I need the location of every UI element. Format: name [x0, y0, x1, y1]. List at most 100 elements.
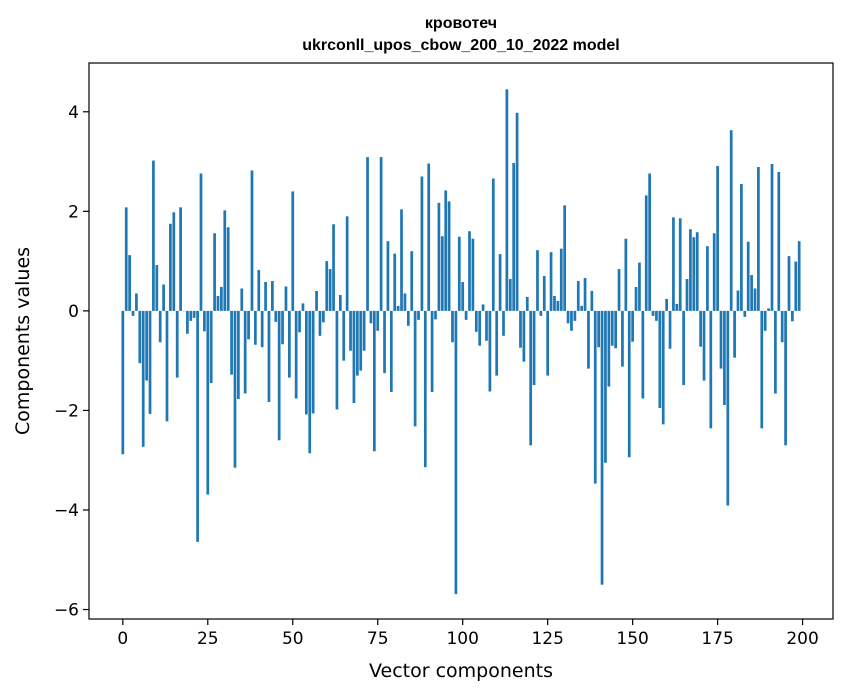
bar: [597, 310, 601, 348]
bar: [522, 310, 526, 362]
bar: [743, 310, 747, 317]
bar: [668, 310, 672, 349]
x-axis-label: Vector components: [369, 660, 553, 682]
bar: [624, 238, 628, 311]
bar: [600, 310, 604, 585]
x-tick-label: 150: [616, 629, 648, 649]
bar: [644, 195, 648, 311]
bar: [590, 290, 594, 311]
bar: [403, 293, 407, 311]
y-tick-label: −4: [54, 501, 79, 521]
bar: [169, 223, 172, 311]
bar: [780, 310, 784, 343]
bar: [284, 286, 288, 311]
bar: [135, 293, 138, 311]
bar: [226, 227, 230, 311]
bar: [400, 209, 403, 311]
bar: [505, 89, 509, 311]
bar: [267, 310, 271, 402]
x-tick-label: 200: [786, 629, 818, 649]
bar: [675, 303, 679, 311]
bar: [709, 310, 713, 429]
bar: [689, 229, 692, 311]
bar: [434, 310, 437, 320]
bar: [634, 286, 638, 311]
bar: [328, 269, 332, 311]
bar: [750, 275, 753, 311]
bar: [706, 246, 709, 311]
bar: [304, 310, 308, 415]
bar: [131, 310, 135, 316]
bar: [417, 310, 420, 320]
bar: [128, 255, 131, 311]
bar: [604, 310, 607, 463]
bar: [315, 290, 318, 311]
bar: [294, 310, 298, 399]
bar: [206, 310, 210, 495]
bar: [335, 310, 339, 410]
bar: [468, 231, 471, 311]
bar: [471, 238, 475, 311]
bar: [549, 252, 553, 311]
bar: [247, 310, 250, 340]
bar: [485, 310, 488, 341]
x-tick-label: 175: [701, 629, 733, 649]
bar: [145, 310, 148, 381]
y-tick-label: 4: [68, 103, 79, 123]
bar: [573, 310, 577, 321]
y-axis-ticks: −6 −4 −2 0 2 4: [54, 103, 89, 621]
bar: [672, 217, 675, 311]
bar: [264, 282, 267, 311]
bar: [203, 310, 206, 332]
bar: [274, 310, 278, 322]
bar: [631, 310, 634, 342]
bar: [179, 207, 182, 311]
bar: [121, 310, 125, 455]
bar: [386, 241, 390, 311]
bar: [260, 310, 264, 348]
bar: [254, 310, 257, 345]
bar: [695, 232, 699, 311]
bar: [712, 233, 716, 311]
bar: [461, 282, 465, 311]
bar: [777, 172, 781, 311]
bar: [376, 310, 380, 331]
bar: [760, 310, 764, 429]
bar: [301, 303, 305, 311]
bar: [196, 310, 199, 542]
bar: [638, 262, 641, 311]
bar: [716, 166, 719, 311]
bar: [621, 310, 624, 367]
bar: [763, 310, 767, 331]
x-tick-label: 75: [367, 629, 389, 649]
bar: [379, 157, 383, 311]
bar: [746, 241, 750, 311]
bar: [383, 310, 386, 374]
bar: [532, 310, 536, 386]
bar: [355, 310, 359, 376]
x-tick-label: 50: [282, 629, 304, 649]
bar: [576, 281, 580, 311]
bar: [288, 310, 291, 378]
bar: [359, 310, 363, 371]
bar: [610, 310, 614, 346]
bar: [338, 294, 342, 311]
bar: [366, 157, 369, 311]
bar: [124, 207, 128, 311]
bar: [559, 248, 563, 311]
bar: [325, 261, 329, 311]
bar: [216, 295, 220, 311]
bar: [787, 256, 791, 311]
bar: [495, 310, 499, 376]
bar: [665, 298, 668, 311]
bar: [566, 310, 570, 324]
bar: [165, 310, 169, 422]
bar: [488, 310, 492, 392]
bar: [699, 310, 702, 347]
bar: [444, 190, 448, 311]
bars: [121, 89, 801, 595]
bar: [791, 310, 794, 322]
bar: [692, 237, 696, 311]
bar: [318, 310, 322, 336]
